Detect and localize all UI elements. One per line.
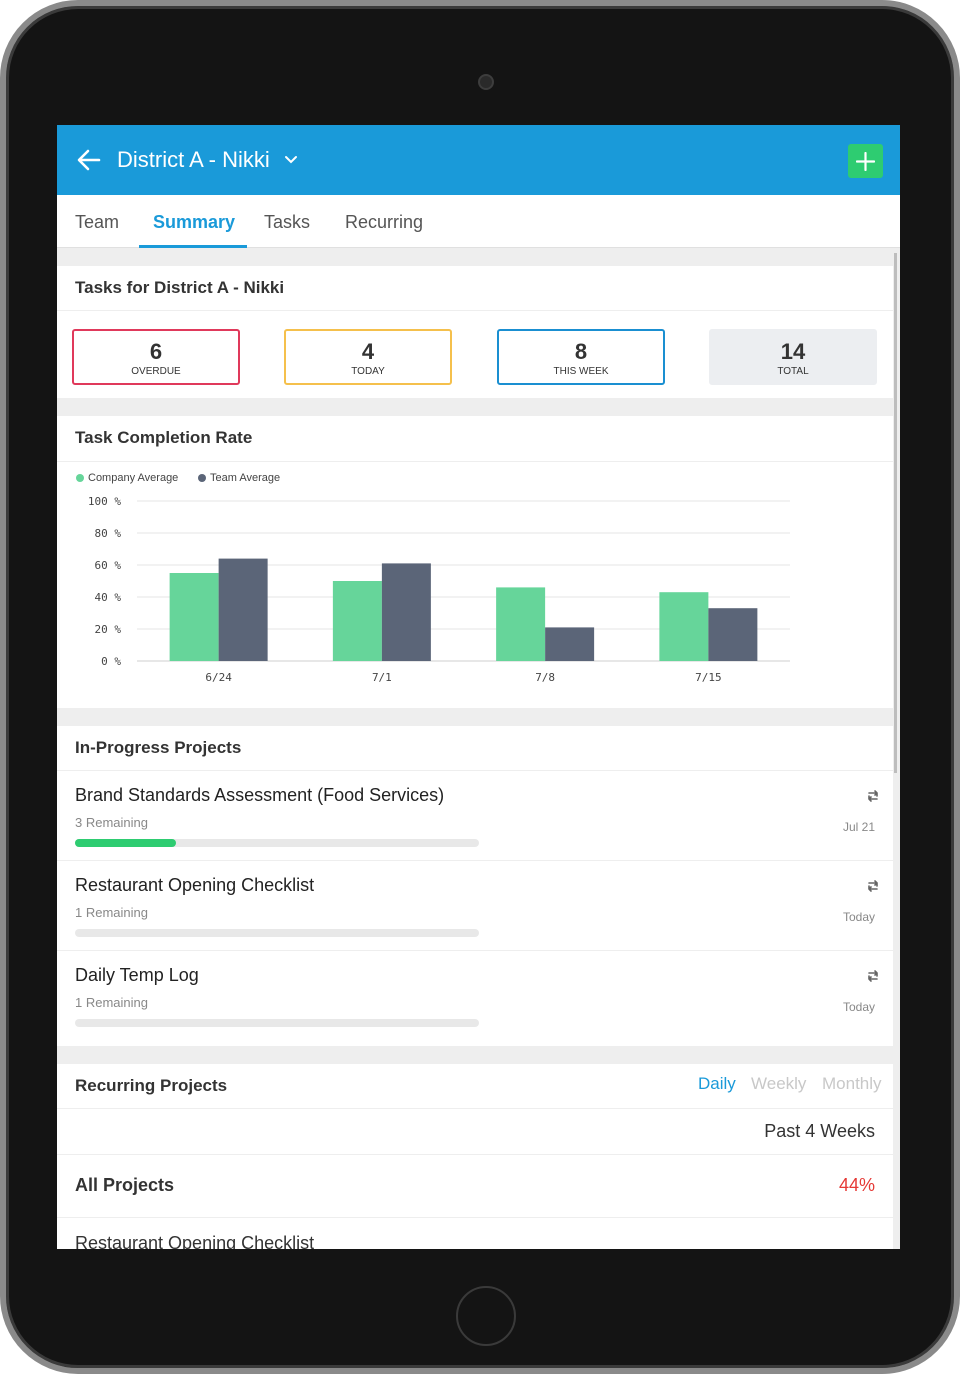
legend-label-team: Team Average [210, 472, 281, 484]
stat-label: TOTAL [777, 366, 809, 377]
tab-tasks[interactable]: Tasks [264, 212, 311, 232]
card-title: In-Progress Projects [75, 738, 242, 757]
bar-team-average[interactable] [545, 627, 595, 661]
bar-company-average[interactable] [332, 581, 382, 661]
all-projects-value: 44% [838, 1175, 875, 1195]
stat-value: 4 [361, 339, 375, 364]
x-tick-label: 7/15 [695, 671, 722, 684]
bar-team-average[interactable] [218, 558, 268, 661]
project-progress-bar [75, 929, 479, 937]
stat-value: 14 [780, 339, 806, 364]
period-monthly[interactable]: Monthly [822, 1074, 882, 1093]
page-title[interactable]: District A - Nikki [117, 147, 270, 172]
overdue-stat[interactable]: 6 OVERDUE [72, 329, 240, 385]
completion-rate-card: Task Completion Rate Company Average Tea… [57, 416, 893, 708]
project-due-date: Today [842, 910, 875, 924]
project-remaining: 3 Remaining [75, 815, 148, 830]
project-progress-fill [75, 839, 176, 847]
y-tick-label: 40 % [95, 591, 122, 604]
active-tab-indicator [139, 245, 247, 248]
y-tick-label: 80 % [95, 527, 122, 540]
today-stat[interactable]: 4 TODAY [284, 329, 452, 385]
legend-swatch-company [76, 474, 84, 482]
divider [57, 1217, 893, 1218]
project-due-date: Jul 21 [842, 820, 875, 834]
stat-label: TODAY [351, 366, 385, 377]
tab-recurring[interactable]: Recurring [345, 212, 424, 232]
y-tick-label: 0 % [101, 655, 121, 668]
app-screen: District A - Nikki Team Summary Tasks Re… [57, 125, 900, 1249]
back-arrow-icon[interactable] [75, 146, 103, 174]
in-progress-projects-card: In-Progress Projects Brand Standards Ass… [57, 726, 893, 1046]
divider [57, 950, 893, 951]
total-stat[interactable]: 14 TOTAL [709, 329, 877, 385]
card-title: Recurring Projects [75, 1076, 228, 1095]
tab-team[interactable]: Team [75, 212, 120, 232]
divider [57, 461, 893, 462]
recurring-icon [868, 970, 878, 982]
bar-team-average[interactable] [708, 608, 758, 661]
stat-value: 8 [574, 339, 588, 364]
y-tick-label: 20 % [95, 623, 122, 636]
project-name[interactable]: Brand Standards Assessment (Food Service… [75, 785, 445, 805]
card-title: Tasks for District A - Nikki [75, 278, 285, 297]
x-tick-label: 7/1 [372, 671, 392, 684]
legend-label-company: Company Average [88, 472, 179, 484]
chevron-down-icon[interactable] [283, 152, 299, 168]
period-weekly[interactable]: Weekly [751, 1074, 807, 1093]
tasks-summary-card: Tasks for District A - Nikki 6 OVERDUE 4… [57, 266, 893, 398]
period-daily[interactable]: Daily [698, 1074, 736, 1093]
plus-icon [856, 152, 875, 171]
x-tick-label: 6/24 [205, 671, 232, 684]
bar-team-average[interactable] [381, 563, 431, 661]
x-tick-label: 7/8 [535, 671, 555, 684]
home-button[interactable] [456, 1286, 516, 1346]
divider [57, 860, 893, 861]
app-bar: District A - Nikki [57, 125, 900, 195]
card-title: Task Completion Rate [75, 428, 253, 447]
stat-value: 6 [149, 339, 163, 364]
all-projects-label[interactable]: All Projects [75, 1175, 175, 1195]
add-button[interactable] [848, 144, 883, 178]
tab-summary[interactable]: Summary [153, 212, 236, 232]
divider [57, 770, 893, 771]
divider [57, 310, 893, 311]
project-remaining: 1 Remaining [75, 995, 148, 1010]
y-tick-label: 60 % [95, 559, 122, 572]
scrollbar[interactable] [894, 253, 897, 773]
bar-company-average[interactable] [659, 592, 709, 661]
range-label: Past 4 Weeks [764, 1121, 875, 1141]
project-due-date: Today [842, 1000, 875, 1014]
project-name[interactable]: Restaurant Opening Checklist [75, 875, 315, 895]
divider [57, 1154, 893, 1155]
stat-label: OVERDUE [131, 366, 181, 377]
recurring-icon [868, 790, 878, 802]
y-tick-label: 100 % [88, 495, 121, 508]
project-name[interactable]: Daily Temp Log [75, 965, 199, 985]
recurring-project-name[interactable]: Restaurant Opening Checklist [75, 1233, 315, 1249]
recurring-icon [868, 880, 878, 892]
bar-company-average[interactable] [169, 573, 219, 661]
legend-swatch-team [198, 474, 206, 482]
recurring-projects-card: Recurring Projects Daily Weekly Monthly … [57, 1064, 893, 1249]
bar-company-average[interactable] [496, 587, 546, 661]
project-remaining: 1 Remaining [75, 905, 148, 920]
camera-icon [478, 74, 494, 90]
project-progress-bar [75, 839, 479, 847]
project-progress-bar [75, 1019, 479, 1027]
divider [57, 1108, 893, 1109]
completion-bar-chart: 100 % 80 % 60 % 40 % 20 % 0 % 6/24 7/1 7/8 7/15 [88, 495, 790, 684]
this-week-stat[interactable]: 8 THIS WEEK [497, 329, 665, 385]
tab-bar: Team Summary Tasks Recurring [57, 195, 900, 248]
stat-label: THIS WEEK [553, 366, 609, 377]
